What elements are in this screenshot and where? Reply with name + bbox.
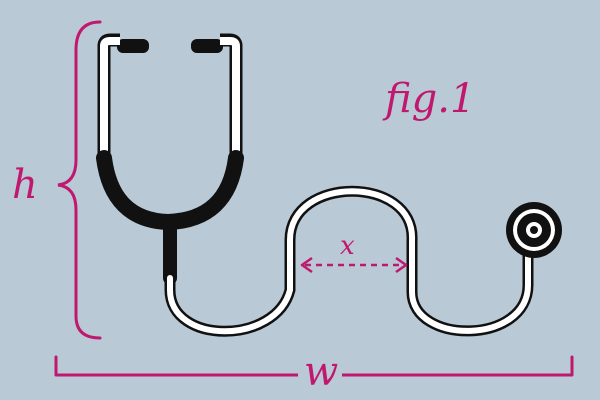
- main-tube: [167, 188, 531, 335]
- double-arrow-icon: [300, 256, 408, 274]
- earpiece-icon: [191, 39, 223, 53]
- earpiece-icon: [117, 39, 149, 53]
- width-label: w: [304, 349, 338, 395]
- height-label: h: [12, 162, 38, 208]
- brace-icon: [57, 20, 102, 340]
- chest-piece-icon: [506, 202, 562, 258]
- spacing-label: x: [340, 231, 355, 261]
- stethoscope-icon: [96, 33, 562, 337]
- figure-label: fig.1: [382, 76, 475, 122]
